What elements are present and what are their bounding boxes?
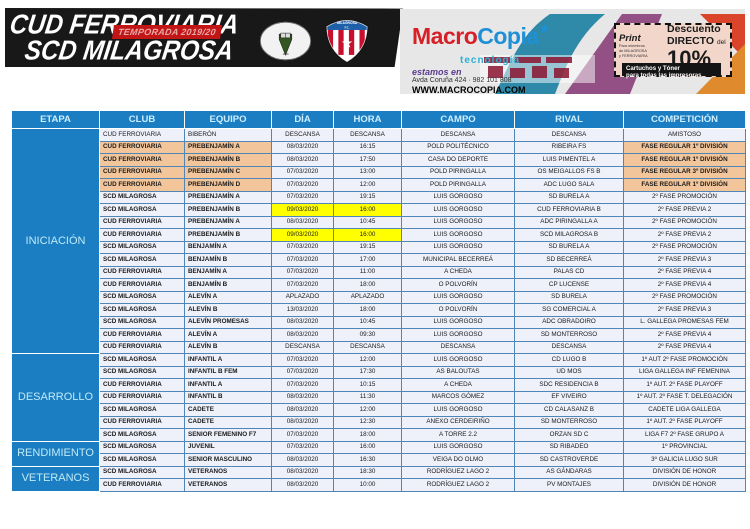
- svg-text:1929: 1929: [283, 52, 289, 56]
- svg-text:F.C.: F.C.: [344, 26, 349, 30]
- svg-text:MILAGROSA: MILAGROSA: [337, 21, 358, 25]
